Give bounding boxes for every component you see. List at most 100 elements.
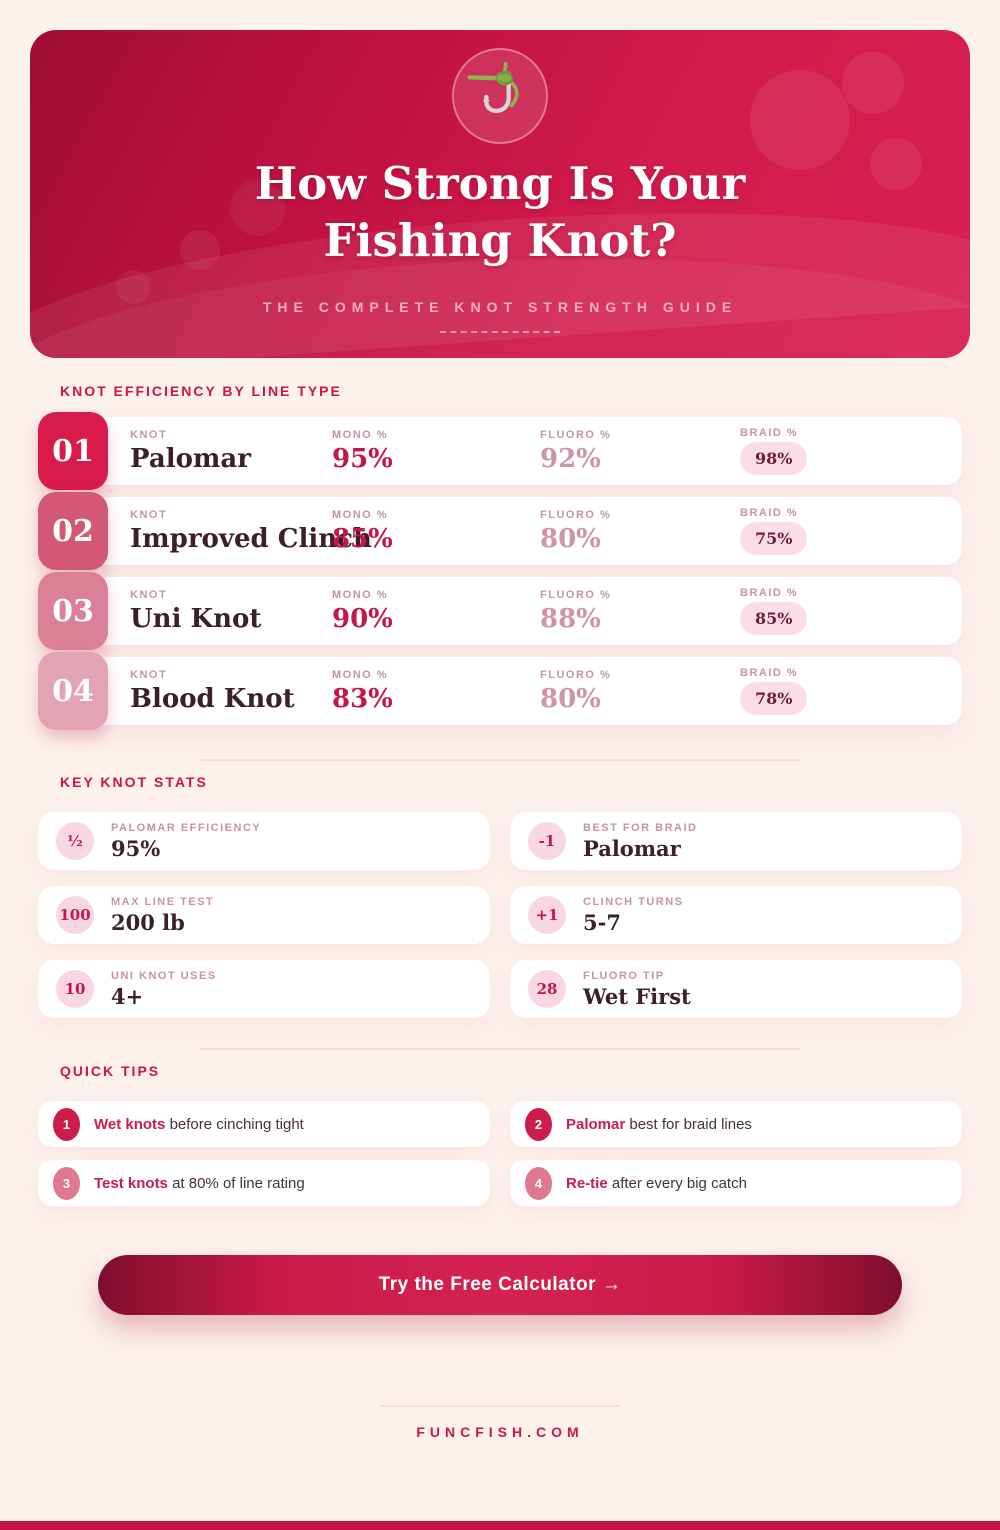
tip-lead: Test knots <box>94 1174 168 1192</box>
row-card: KNOT Improved Clinch MONO % 85% FLUORO %… <box>56 497 962 565</box>
logo-badge <box>452 48 548 144</box>
decor-bubble <box>842 52 904 114</box>
tip-lead: Wet knots <box>94 1115 166 1133</box>
tip-card: 3 Test knots at 80% of line rating <box>38 1160 490 1206</box>
column-label-mono: MONO % <box>332 428 389 441</box>
mono-value: 90% <box>332 603 393 634</box>
row-number-badge: 02 <box>38 492 108 570</box>
fluoro-cell: FLUORO % 92% <box>540 429 740 474</box>
tip-text: Re-tie after every big catch <box>566 1175 747 1192</box>
subtitle-divider <box>440 331 560 334</box>
fishing-hook-icon <box>464 58 536 135</box>
braid-cell: BRAID % 98% <box>740 427 962 475</box>
tip-card: 2 Palomar best for braid lines <box>510 1101 962 1147</box>
tip-text: Palomar best for braid lines <box>566 1116 752 1133</box>
fluoro-cell: FLUORO % 80% <box>540 509 740 554</box>
column-label-fluoro: FLUORO % <box>540 508 612 521</box>
fluoro-value: 88% <box>540 603 601 634</box>
knot-cell: KNOT Palomar <box>130 429 332 474</box>
stat-card: -1 BEST FOR BRAID Palomar <box>510 812 962 870</box>
knot-cell: KNOT Uni Knot <box>130 589 332 634</box>
column-label-mono: MONO % <box>332 508 389 521</box>
tip-text: Test knots at 80% of line rating <box>94 1175 305 1192</box>
stat-text: CLINCH TURNS 5-7 <box>583 896 684 935</box>
row-number-badge: 01 <box>38 412 108 490</box>
stat-card: +1 CLINCH TURNS 5-7 <box>510 886 962 944</box>
column-label-braid: BRAID % <box>740 507 799 519</box>
braid-cell: BRAID % 78% <box>740 667 962 715</box>
stat-card: 100 MAX LINE TEST 200 lb <box>38 886 490 944</box>
tips-grid: 1 Wet knots before cinching tight 2 Palo… <box>38 1101 962 1206</box>
page-title-line2: Fishing Knot? <box>323 213 677 267</box>
column-label-mono: MONO % <box>332 668 389 681</box>
decor-bubble <box>870 138 922 190</box>
stat-label: UNI KNOT USES <box>111 969 217 982</box>
stat-value: 5-7 <box>583 909 621 935</box>
stat-badge: 28 <box>528 970 566 1008</box>
column-label-fluoro: FLUORO % <box>540 588 612 601</box>
tip-number-badge: 3 <box>53 1166 80 1200</box>
mono-value: 95% <box>332 443 393 474</box>
mono-value: 85% <box>332 523 393 554</box>
column-label-knot: KNOT <box>130 428 168 441</box>
fluoro-cell: FLUORO % 80% <box>540 669 740 714</box>
knot-cell: KNOT Improved Clinch <box>130 508 372 554</box>
tip-card: 4 Re-tie after every big catch <box>510 1160 962 1206</box>
table-row: 03 KNOT Uni Knot MONO % 90% FLUORO % 88%… <box>38 572 962 650</box>
braid-cell: BRAID % 75% <box>740 507 962 555</box>
column-label-braid: BRAID % <box>740 667 799 679</box>
knot-name: Blood Knot <box>130 683 295 714</box>
stat-label: PALOMAR EFFICIENCY <box>111 821 262 834</box>
stat-badge: 10 <box>56 970 94 1008</box>
column-label-knot: KNOT <box>130 508 168 521</box>
column-label-braid: BRAID % <box>740 427 799 439</box>
braid-cell: BRAID % 85% <box>740 587 962 635</box>
page-subtitle: THE COMPLETE KNOT STRENGTH GUIDE <box>262 299 738 316</box>
braid-value-pill: 75% <box>740 522 808 555</box>
section-heading-knot-efficiency: KNOT EFFICIENCY BY LINE TYPE <box>60 383 342 399</box>
tip-text: Wet knots before cinching tight <box>94 1116 304 1133</box>
stat-value: 95% <box>111 835 161 861</box>
calculator-cta-button[interactable]: Try the Free Calculator → <box>98 1255 902 1315</box>
section-divider <box>200 759 800 761</box>
stat-value: 200 lb <box>111 909 185 935</box>
column-label-fluoro: FLUORO % <box>540 668 612 681</box>
stat-value: Wet First <box>583 983 691 1009</box>
stat-badge: ½ <box>56 822 94 860</box>
knot-name: Improved Clinch <box>130 523 372 554</box>
table-row: 02 KNOT Improved Clinch MONO % 85% FLUOR… <box>38 492 962 570</box>
tip-rest: after every big catch <box>607 1174 747 1192</box>
decor-bubble <box>180 230 220 270</box>
mono-cell: MONO % 90% <box>332 589 540 634</box>
row-card: KNOT Blood Knot MONO % 83% FLUORO % 80% … <box>56 657 962 725</box>
table-row: 01 KNOT Palomar MONO % 95% FLUORO % 92% … <box>38 412 962 490</box>
fluoro-value: 92% <box>540 443 601 474</box>
column-label-knot: KNOT <box>130 588 168 601</box>
decor-bubble <box>750 70 850 170</box>
mono-cell: MONO % 83% <box>332 669 540 714</box>
hero-banner: How Strong Is Your Fishing Knot? THE COM… <box>30 30 970 358</box>
mono-value: 83% <box>332 683 393 714</box>
section-heading-quick-tips: QUICK TIPS <box>60 1063 161 1079</box>
braid-value-pill: 85% <box>740 602 808 635</box>
stat-card: 10 UNI KNOT USES 4+ <box>38 960 490 1018</box>
site-url[interactable]: FUNCFISH.COM <box>416 1424 584 1440</box>
tip-number-badge: 2 <box>525 1107 552 1141</box>
knot-name: Palomar <box>130 443 251 474</box>
bottom-accent-bar <box>0 1521 1000 1530</box>
row-card: KNOT Uni Knot MONO % 90% FLUORO % 88% BR… <box>56 577 962 645</box>
stat-value: Palomar <box>583 835 681 861</box>
stats-grid: ½ PALOMAR EFFICIENCY 95% -1 BEST FOR BRA… <box>38 812 962 1018</box>
page-title-line1: How Strong Is Your <box>254 157 746 210</box>
tip-rest: before cinching tight <box>165 1115 304 1133</box>
stat-badge: 100 <box>56 896 94 934</box>
braid-value-pill: 98% <box>740 442 808 475</box>
column-label-braid: BRAID % <box>740 587 799 599</box>
row-number-badge: 04 <box>38 652 108 730</box>
stat-card: ½ PALOMAR EFFICIENCY 95% <box>38 812 490 870</box>
tip-lead: Palomar <box>566 1115 626 1133</box>
stat-text: FLUORO TIP Wet First <box>583 970 691 1009</box>
section-heading-key-stats: KEY KNOT STATS <box>60 774 208 790</box>
tip-lead: Re-tie <box>566 1174 608 1192</box>
footer-divider <box>380 1405 620 1407</box>
